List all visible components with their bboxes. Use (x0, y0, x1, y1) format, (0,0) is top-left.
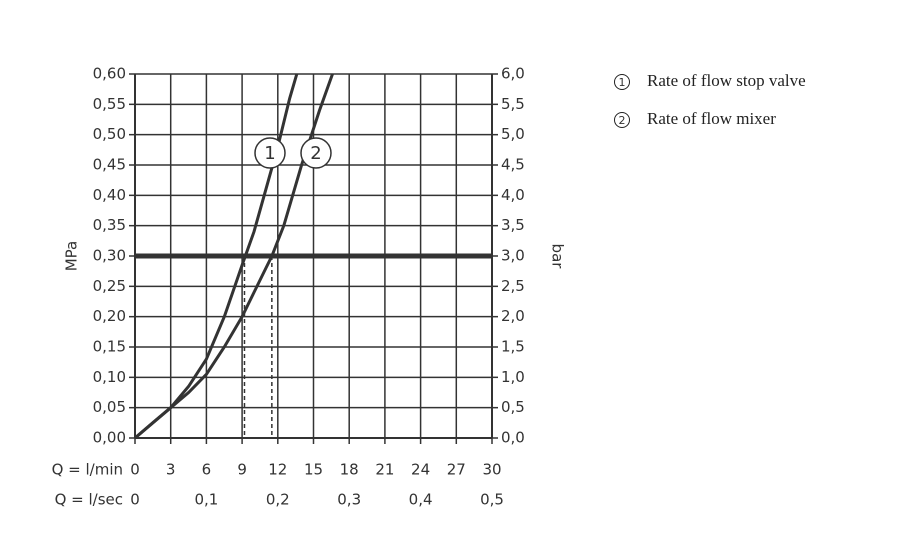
x2-tick-label: 0,4 (409, 491, 433, 509)
x-tick-label: 12 (268, 461, 287, 479)
legend-marker-circle (614, 112, 630, 128)
series-marker-circle (300, 137, 332, 169)
legend-marker: 2 (619, 114, 626, 127)
x-axis-label: Q = l/min (52, 461, 123, 479)
y-axis-label: MPa (63, 241, 81, 272)
legend-label: Rate of flow stop valve (647, 71, 806, 90)
x-tick-label: 18 (340, 461, 359, 479)
y-tick-label: 0,00 (93, 429, 126, 447)
y-tick-label: 0,60 (93, 65, 126, 83)
y-tick-label: 0,05 (93, 398, 126, 416)
x-tick-label: 3 (166, 461, 176, 479)
y-tick-label: 0,25 (93, 277, 126, 295)
x-tick-label: 9 (237, 461, 247, 479)
y2-tick-label: 5,5 (501, 95, 525, 113)
y-tick-label: 0,20 (93, 307, 126, 325)
series-marker: 1 (264, 143, 275, 164)
y2-tick-label: 6,0 (501, 65, 525, 83)
x-tick-label: 15 (304, 461, 323, 479)
series-marker-circle (254, 137, 286, 169)
y2-tick-label: 2,5 (501, 277, 525, 295)
legend-marker-circle (614, 74, 630, 90)
y-tick-label: 0,40 (93, 186, 126, 204)
x-tick-label: 6 (202, 461, 212, 479)
y2-tick-label: 4,0 (501, 186, 525, 204)
x-tick-label: 30 (482, 461, 501, 479)
y-tick-label: 0,30 (93, 247, 126, 265)
y-tick-label: 0,10 (93, 368, 126, 386)
y-tick-label: 0,15 (93, 338, 126, 356)
x-tick-label: 27 (447, 461, 466, 479)
y2-tick-label: 4,5 (501, 156, 525, 174)
x2-tick-label: 0,5 (480, 491, 504, 509)
x-tick-label: 21 (375, 461, 394, 479)
y-tick-label: 0,45 (93, 156, 126, 174)
x2-tick-label: 0 (130, 491, 140, 509)
y2-tick-label: 1,0 (501, 368, 525, 386)
y2-tick-label: 1,5 (501, 338, 525, 356)
x-tick-label: 0 (130, 461, 140, 479)
y-tick-label: 0,50 (93, 125, 126, 143)
y-tick-label: 0,55 (93, 95, 126, 113)
legend-label: Rate of flow mixer (647, 109, 776, 128)
y2-tick-label: 0,5 (501, 398, 525, 416)
y2-axis-label: bar (549, 244, 567, 270)
y2-tick-label: 3,0 (501, 247, 525, 265)
series-marker: 2 (310, 143, 321, 164)
x2-axis-label: Q = l/sec (55, 491, 123, 509)
legend-marker: 1 (619, 76, 626, 89)
x2-tick-label: 0,1 (194, 491, 218, 509)
y2-tick-label: 0,0 (501, 429, 525, 447)
series-line (134, 73, 334, 440)
y-tick-label: 0,35 (93, 216, 126, 234)
x2-tick-label: 0,2 (266, 491, 290, 509)
x-tick-label: 24 (411, 461, 430, 479)
y2-tick-label: 2,0 (501, 307, 525, 325)
y2-tick-label: 5,0 (501, 125, 525, 143)
x2-tick-label: 0,3 (337, 491, 361, 509)
y2-tick-label: 3,5 (501, 216, 525, 234)
